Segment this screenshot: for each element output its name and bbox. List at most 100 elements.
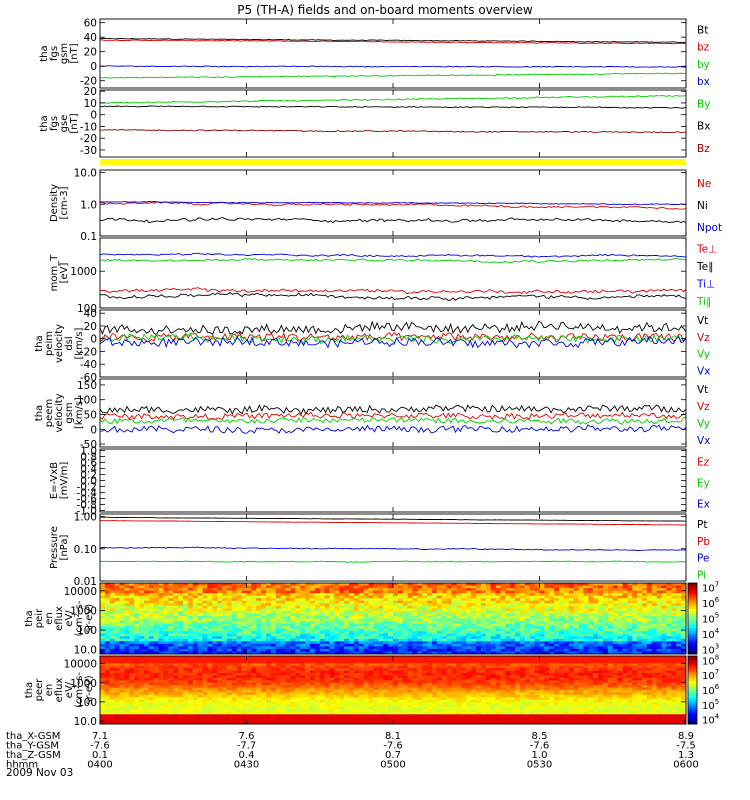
heatmap-cell (441, 600, 448, 604)
heatmap-cell (153, 605, 159, 609)
heatmap-cell (422, 583, 428, 586)
heatmap-cell (646, 643, 653, 647)
heatmap-cell (461, 641, 467, 645)
heatmap-cell (646, 651, 653, 655)
heatmap-cell (158, 631, 164, 635)
heatmap-cell (158, 702, 164, 705)
heatmap-cell (280, 621, 286, 624)
series-line-peim_vel-0 (99, 320, 687, 336)
heatmap-cell (290, 648, 296, 652)
heatmap-cell (456, 641, 462, 645)
heatmap-cell (109, 651, 116, 655)
heatmap-cell (388, 631, 394, 635)
heatmap-cell (480, 608, 487, 612)
heatmap-cell (134, 641, 140, 645)
heatmap-cell (173, 668, 179, 671)
heatmap-cell (363, 648, 369, 652)
heatmap-cell (534, 595, 540, 599)
heatmap-cell (637, 633, 643, 637)
heatmap-cell (124, 605, 130, 609)
heatmap-cell (490, 605, 496, 609)
heatmap-cell (109, 593, 116, 597)
heatmap-cell (119, 615, 125, 619)
heatmap-cell (109, 615, 116, 619)
heatmap-cell (622, 613, 628, 617)
heatmap-cell (173, 636, 179, 640)
heatmap-cell (124, 595, 130, 599)
y-tick-label: -0.4 (77, 488, 98, 500)
heatmap-cell (309, 585, 316, 589)
heatmap-cell (519, 638, 526, 642)
heatmap-cell (329, 608, 335, 612)
heatmap-cell (544, 641, 550, 645)
heatmap-cell (256, 610, 262, 614)
heatmap-cell (529, 588, 536, 592)
heatmap-cell (266, 677, 272, 681)
y-tick-label: 0.6 (80, 458, 97, 470)
heatmap-cell (100, 670, 106, 674)
heatmap-cell (163, 670, 169, 674)
heatmap-cell (573, 636, 579, 640)
heatmap-cell (143, 626, 150, 630)
heatmap-cell (246, 608, 252, 612)
heatmap-cell (446, 608, 452, 612)
heatmap-cell (534, 585, 540, 589)
heatmap-cell (202, 699, 208, 703)
heatmap-cell (480, 615, 487, 619)
heatmap-cell (153, 593, 159, 597)
heatmap-cell (275, 628, 282, 632)
heatmap-cell (226, 709, 233, 713)
heatmap-cell (412, 608, 418, 612)
heatmap-cell (373, 590, 379, 594)
heatmap-cell (314, 707, 321, 710)
heatmap-cell (593, 646, 599, 650)
heatmap-cell (163, 663, 169, 667)
heatmap-cell (358, 583, 365, 586)
heatmap-cell (466, 605, 472, 609)
heatmap-cell (158, 663, 164, 667)
heatmap-cell (578, 593, 584, 597)
heatmap-cell (187, 714, 194, 718)
heatmap-cell (261, 636, 267, 640)
heatmap-cell (309, 593, 316, 597)
heatmap-cell (309, 687, 316, 691)
heatmap-cell (627, 636, 633, 640)
heatmap-cell (261, 631, 267, 635)
heatmap-cell (476, 608, 482, 612)
heatmap-cell (231, 702, 238, 705)
heatmap-cell (187, 613, 194, 617)
heatmap-cell (344, 610, 350, 614)
heatmap-cell (363, 603, 369, 607)
series-line-pressure-2 (99, 546, 687, 551)
heatmap-cell (119, 623, 125, 627)
heatmap-cell (124, 643, 130, 647)
heatmap-cell (197, 677, 203, 681)
heatmap-cell (104, 588, 111, 592)
heatmap-cell (480, 588, 487, 592)
heatmap-cell (305, 613, 311, 617)
heatmap-cell (251, 682, 257, 686)
heatmap-cell (305, 618, 311, 622)
y-axis-label-line: Pressure (49, 526, 60, 569)
heatmap-cell (519, 648, 526, 652)
heatmap-cell (202, 707, 208, 710)
heatmap-cell (217, 656, 223, 659)
heatmap-cell (397, 638, 404, 642)
heatmap-cell (436, 618, 443, 622)
heatmap-cell (212, 583, 218, 586)
heatmap-cell (104, 603, 111, 607)
heatmap-cell (485, 643, 492, 647)
heatmap-cell (187, 600, 194, 604)
heatmap-cell (378, 608, 384, 612)
heatmap-cell (266, 651, 272, 655)
heatmap-cell (202, 585, 208, 589)
heatmap-cell (153, 648, 159, 652)
heatmap-cell (593, 585, 599, 589)
heatmap-cell (280, 610, 286, 614)
heatmap-cell (139, 643, 145, 647)
heatmap-cell (309, 663, 316, 667)
heatmap-cell (314, 605, 321, 609)
heatmap-cell (212, 707, 218, 710)
heatmap-cell (285, 716, 291, 720)
heatmap-cell (134, 621, 140, 624)
